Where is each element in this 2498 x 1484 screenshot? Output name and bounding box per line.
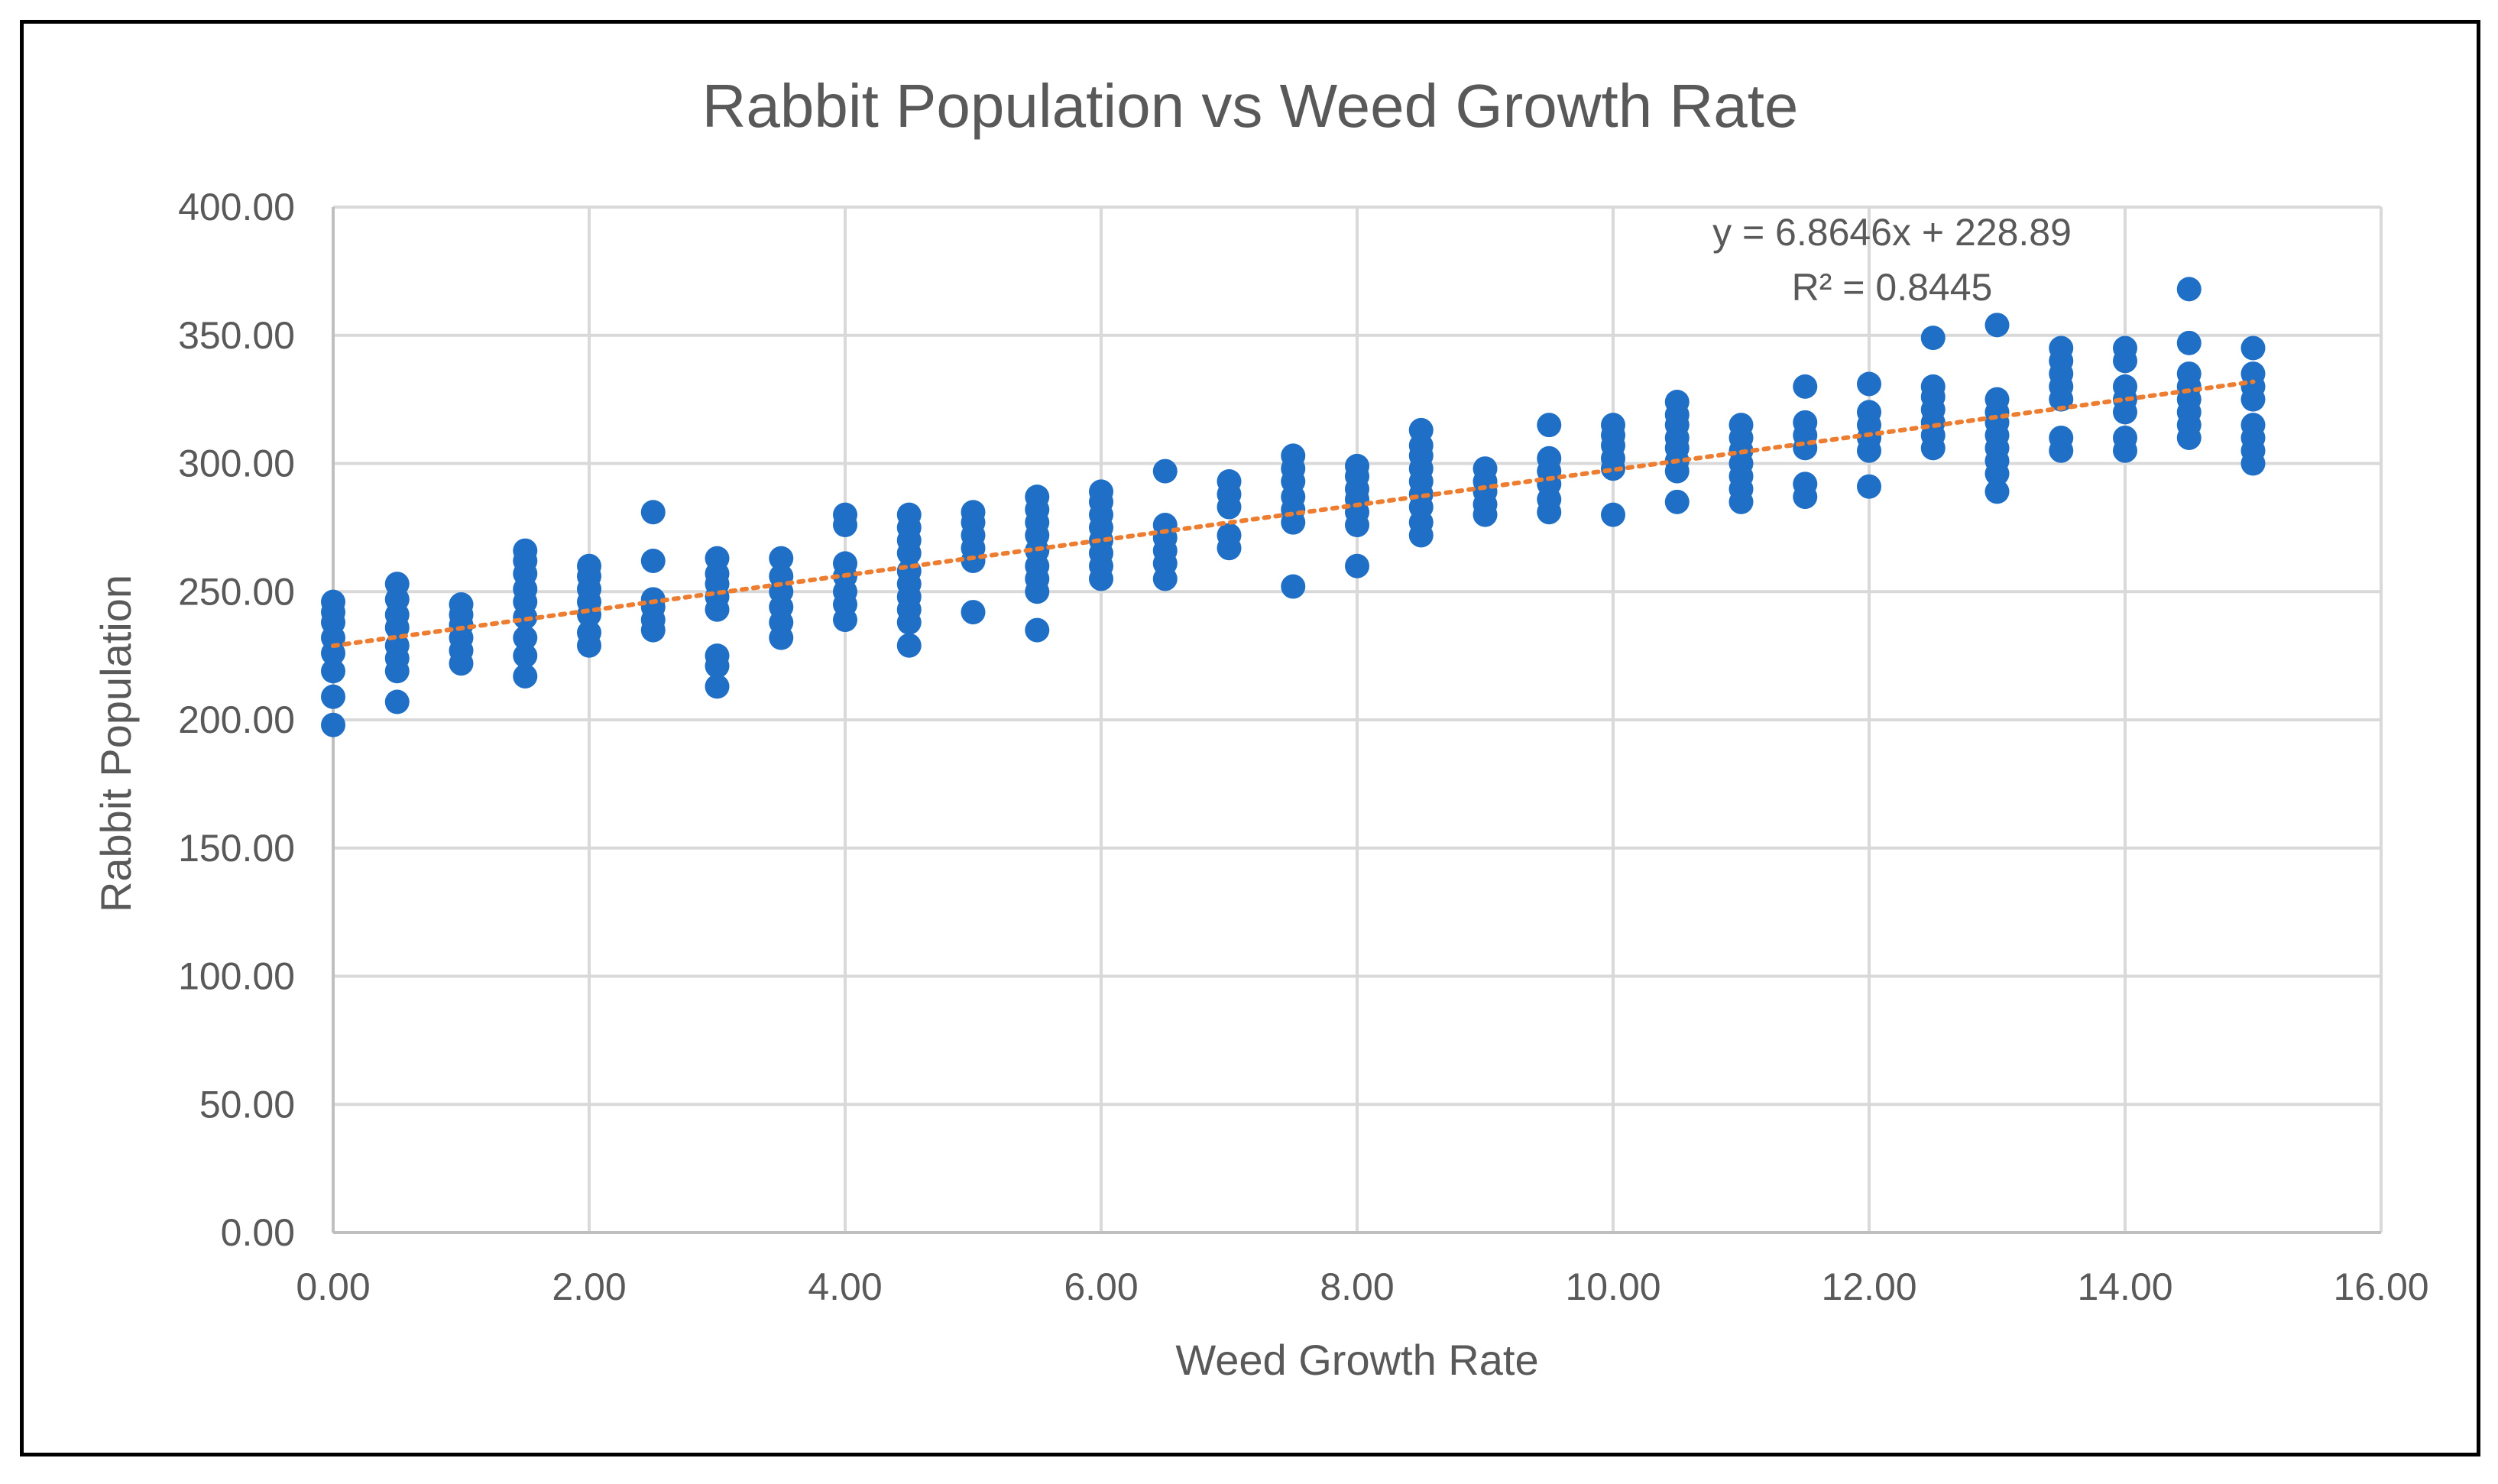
data-points xyxy=(321,277,2266,737)
x-tick-label: 10.00 xyxy=(1565,1265,1660,1308)
data-point xyxy=(1089,479,1113,504)
data-point xyxy=(513,538,538,563)
data-point xyxy=(321,684,345,709)
data-point xyxy=(1920,374,1946,399)
data-point xyxy=(961,500,986,525)
chart-frame: Rabbit Population vs Weed Growth Rate 0.… xyxy=(20,20,2480,1456)
data-point xyxy=(1984,479,2010,504)
data-point xyxy=(2176,277,2202,302)
data-point xyxy=(1217,523,1242,548)
data-point xyxy=(2113,335,2137,361)
data-point xyxy=(384,572,410,597)
trendline-r-squared: R² = 0.8445 xyxy=(1792,266,1993,309)
data-point xyxy=(1920,326,1946,351)
y-tick-label: 250.00 xyxy=(178,570,295,613)
data-point xyxy=(640,500,666,525)
data-point xyxy=(2113,425,2137,450)
data-point xyxy=(2049,335,2074,361)
y-tick-label: 50.00 xyxy=(199,1083,295,1126)
x-tick-label: 14.00 xyxy=(2077,1265,2172,1308)
data-point xyxy=(1857,400,1881,425)
data-point xyxy=(577,620,601,645)
data-point xyxy=(1793,471,1818,497)
data-point xyxy=(384,689,410,714)
y-tick-label: 300.00 xyxy=(178,442,295,485)
data-point xyxy=(1793,410,1818,435)
data-point xyxy=(961,600,986,625)
x-tick-label: 2.00 xyxy=(552,1265,626,1308)
data-point xyxy=(2049,425,2074,450)
data-point xyxy=(1729,413,1754,438)
data-point xyxy=(1281,574,1306,599)
x-tick-label: 6.00 xyxy=(1064,1265,1138,1308)
y-tick-label: 400.00 xyxy=(178,186,295,228)
data-point xyxy=(1857,474,1881,499)
data-point xyxy=(2176,361,2202,387)
data-point xyxy=(1281,443,1306,468)
data-point xyxy=(833,502,857,527)
x-tick-label: 8.00 xyxy=(1320,1265,1394,1308)
data-point xyxy=(769,546,794,571)
data-point xyxy=(1152,458,1178,484)
y-tick-label: 0.00 xyxy=(221,1211,295,1254)
data-point xyxy=(321,712,345,737)
x-tick-labels: 0.00 2.00 4.00 6.00 8.00 10.00 12.00 14.00 16.00 xyxy=(296,1265,2428,1308)
data-point xyxy=(513,643,538,669)
data-point xyxy=(513,663,538,689)
trendline xyxy=(331,379,2256,649)
data-point xyxy=(1025,617,1050,643)
x-tick-label: 16.00 xyxy=(2333,1265,2428,1308)
data-point xyxy=(1793,374,1818,399)
data-point xyxy=(1984,313,2010,338)
data-point xyxy=(640,587,666,612)
y-tick-label: 200.00 xyxy=(178,698,295,741)
data-point xyxy=(2176,330,2202,355)
data-point xyxy=(705,643,730,669)
data-point xyxy=(2240,361,2266,387)
data-point xyxy=(1408,417,1434,442)
x-tick-label: 0.00 xyxy=(296,1265,370,1308)
data-point xyxy=(2240,413,2266,438)
data-point xyxy=(1984,387,2010,412)
data-point xyxy=(2240,335,2266,361)
data-point xyxy=(705,674,730,699)
data-point xyxy=(896,502,922,527)
data-point xyxy=(1345,553,1369,578)
x-axis-title: Weed Growth Rate xyxy=(1175,1336,1538,1384)
data-point xyxy=(1537,413,1562,438)
data-point xyxy=(1601,413,1625,438)
x-tick-label: 4.00 xyxy=(808,1265,882,1308)
data-point xyxy=(321,589,345,614)
data-point xyxy=(1537,446,1562,471)
scatter-chart: Rabbit Population vs Weed Growth Rate 0.… xyxy=(92,72,2429,1384)
data-point xyxy=(705,546,730,571)
data-point xyxy=(513,625,538,650)
y-tick-labels: 0.00 50.00 100.00 150.00 200.00 250.00 300.00 3… xyxy=(178,186,295,1254)
x-tick-label: 12.00 xyxy=(1821,1265,1916,1308)
y-axis-title: Rabbit Population xyxy=(92,575,140,912)
data-point xyxy=(640,548,666,573)
data-point xyxy=(1152,513,1178,538)
data-point xyxy=(1217,468,1242,494)
data-point xyxy=(1857,371,1881,397)
chart-title: Rabbit Population vs Weed Growth Rate xyxy=(702,72,1799,140)
data-point xyxy=(449,592,474,617)
data-point xyxy=(2113,374,2137,399)
data-point xyxy=(321,659,345,684)
y-tick-label: 350.00 xyxy=(178,314,295,357)
data-point xyxy=(1601,502,1625,527)
y-tick-label: 150.00 xyxy=(178,827,295,870)
data-point xyxy=(896,633,922,658)
trendline-equation: y = 6.8646x + 228.89 xyxy=(1712,211,2072,254)
data-point xyxy=(1345,453,1369,478)
gridlines xyxy=(333,206,2383,1233)
data-point xyxy=(1473,456,1498,481)
data-point xyxy=(1664,489,1690,514)
data-point xyxy=(833,551,857,576)
data-point xyxy=(577,553,601,578)
y-tick-label: 100.00 xyxy=(178,955,295,998)
data-point xyxy=(1664,389,1690,414)
data-point xyxy=(1025,484,1050,510)
